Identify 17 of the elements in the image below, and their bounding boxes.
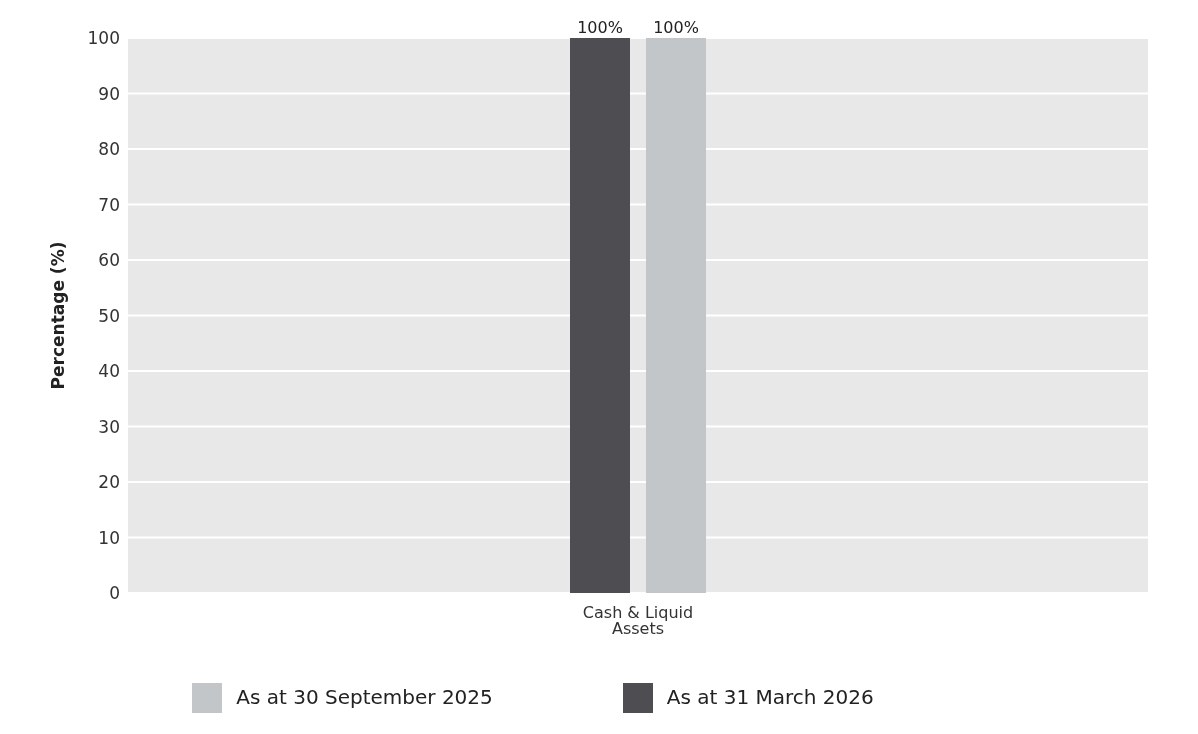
y-axis-title: Percentage (%) xyxy=(48,241,69,390)
data-label: 100% xyxy=(653,18,699,37)
legend-label: As at 30 September 2025 xyxy=(236,684,493,709)
y-tick-label: 60 xyxy=(98,250,120,271)
y-tick-label: 0 xyxy=(109,583,120,604)
y-tick-label: 10 xyxy=(98,527,120,548)
y-tick-label: 70 xyxy=(98,194,120,215)
y-tick-label: 30 xyxy=(98,416,120,437)
y-tick-label: 100 xyxy=(87,28,120,49)
y-tick-label: 50 xyxy=(98,305,120,326)
y-tick-label: 40 xyxy=(98,361,120,382)
y-tick-label: 80 xyxy=(98,139,120,160)
x-tick-label: Cash & Liquid Assets xyxy=(582,603,694,639)
y-tick-label: 90 xyxy=(98,83,120,104)
data-label: 100% xyxy=(577,18,623,37)
y-tick-label: 20 xyxy=(98,472,120,493)
legend-label: As at 31 March 2026 xyxy=(666,684,874,709)
